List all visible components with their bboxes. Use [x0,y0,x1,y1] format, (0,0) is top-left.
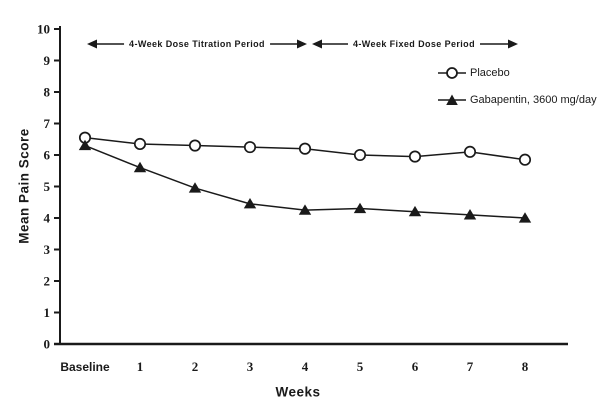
x-tick-label: 4 [302,359,309,374]
x-tick-label: 5 [357,359,364,374]
x-tick-label: 2 [192,359,199,374]
x-tick-label: 7 [467,359,474,374]
legend-label-placebo: Placebo [470,67,510,79]
y-tick-label: 8 [44,85,51,100]
y-tick-label: 6 [44,148,51,163]
y-tick-label: 4 [44,211,51,226]
data-point-filled-triangle [188,182,202,193]
y-tick-label: 7 [44,116,51,131]
data-point-open-circle [408,150,422,163]
y-axis-title: Mean Pain Score [16,128,32,244]
x-tick-label: 6 [412,359,419,374]
legend-item-gabapentin: Gabapentin, 3600 mg/day [437,93,597,107]
arrow-right-head-icon [297,39,307,49]
data-point-filled-triangle [353,202,367,214]
y-tick-label: 2 [44,274,51,289]
y-tick-label: 0 [44,337,51,352]
arrow-left-head-icon [87,39,97,49]
data-point-filled-triangle [463,209,477,220]
annotation-dose-titration-period: 4-Week Dose Titration Period [124,39,270,49]
legend: Placebo Gabapentin, 3600 mg/day [437,66,597,120]
y-tick-label: 9 [44,53,51,68]
data-point-filled-triangle [133,161,147,173]
arrow-right-head-icon [508,39,518,49]
data-point-open-circle [243,141,257,154]
data-point-filled-triangle [518,212,532,223]
data-point-open-circle [188,139,202,152]
x-tick-label: Baseline [60,360,110,374]
arrow-left-head-icon [312,39,322,49]
data-point-open-circle [298,142,312,155]
x-tick-label: 1 [137,359,144,374]
data-point-open-circle [353,148,367,162]
legend-label-gabapentin: Gabapentin, 3600 mg/day [470,94,597,106]
annotation-fixed-dose-period: 4-Week Fixed Dose Period [348,39,480,49]
x-axis-title: Weeks [275,384,321,400]
y-tick-label: 1 [44,305,51,320]
data-point-open-circle [133,137,147,151]
y-tick-label: 3 [44,242,51,257]
data-point-filled-triangle [78,139,92,151]
x-tick-label: 3 [247,359,254,374]
data-point-filled-triangle [408,205,422,217]
data-point-filled-triangle [243,198,257,209]
y-tick-label: 5 [44,179,51,194]
filled-triangle-marker-icon [438,94,466,105]
open-circle-marker-icon [438,67,466,79]
data-point-open-circle [518,153,532,166]
data-point-filled-triangle [298,204,312,215]
y-tick-label: 10 [37,22,50,37]
data-point-open-circle [463,145,477,158]
x-tick-label: 8 [522,359,529,374]
legend-item-placebo: Placebo [437,66,597,80]
